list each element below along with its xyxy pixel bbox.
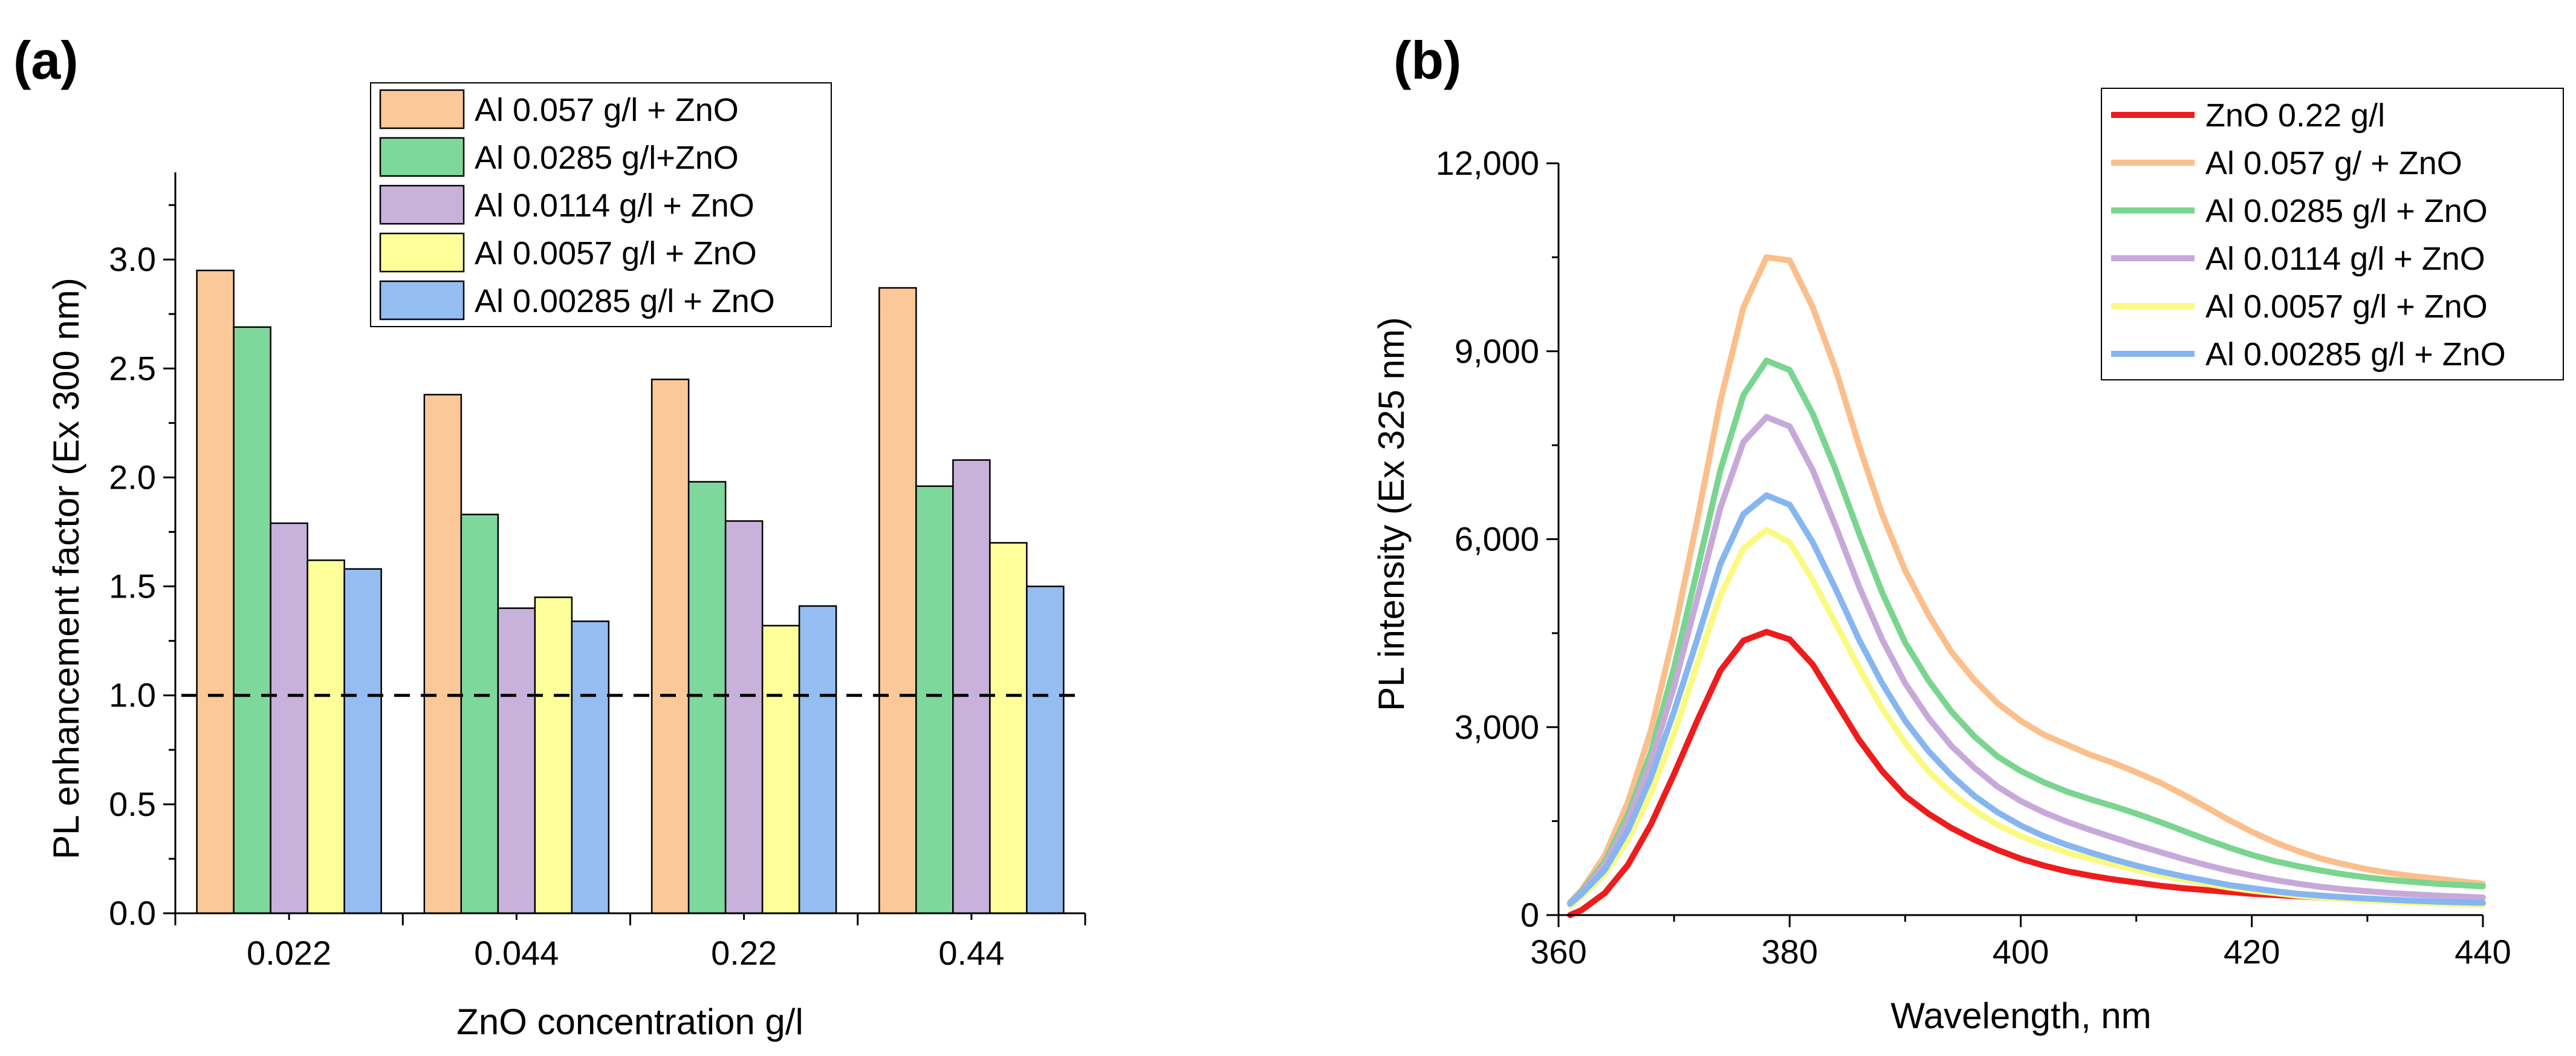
legend-label: Al 0.0285 g/l+ZnO bbox=[475, 140, 739, 176]
panel-a-plot-area: 0.0 0.5 1.0 1.5 2.0 2.5 3.0 0.022 0.044 0.22 0.44 bbox=[109, 172, 1086, 972]
x-tick-label: 0.022 bbox=[247, 934, 331, 972]
panel-a-x-axis-title: ZnO concentration g/l bbox=[456, 1002, 803, 1042]
y-tick-label: 9,000 bbox=[1455, 332, 1539, 370]
series-line-1 bbox=[1567, 254, 2486, 906]
bar-0.022-series-3 bbox=[307, 559, 345, 914]
x-tick-label: 440 bbox=[2454, 933, 2511, 971]
y-tick-label: 2.5 bbox=[109, 349, 156, 387]
bar-0.22-series-1 bbox=[687, 481, 727, 914]
bar-0.022-series-2 bbox=[270, 522, 308, 914]
legend-label: Al 0.0057 g/l + ZnO bbox=[2205, 288, 2488, 325]
legend-label: ZnO 0.22 g/l bbox=[2205, 97, 2385, 134]
legend-label: Al 0.0114 g/l + ZnO bbox=[475, 187, 754, 224]
legend-label: Al 0.0114 g/l + ZnO bbox=[2205, 241, 2485, 277]
legend-label: Al 0.0057 g/l + ZnO bbox=[475, 235, 757, 272]
series-line-2 bbox=[1567, 357, 2486, 906]
panel-a-bar-chart: (a) 0.00.51.01.52.02.53.00.022 0.044 0.22 0… bbox=[13, 30, 1086, 1042]
panel-a-legend: Al 0.057 g/l + ZnO Al 0.0285 g/l+ZnO Al 0.… bbox=[370, 82, 832, 327]
series-line-5 bbox=[1567, 492, 2486, 907]
legend-label: Al 0.057 g/ + ZnO bbox=[2205, 145, 2462, 181]
series-line-4 bbox=[1567, 527, 2486, 909]
bar-0.044-series-2 bbox=[497, 607, 536, 914]
bar-0.44-series-3 bbox=[989, 542, 1028, 914]
bar-0.44-series-1 bbox=[915, 485, 954, 914]
panel-a-label: (a) bbox=[13, 30, 79, 90]
series-line-3 bbox=[1567, 414, 2486, 906]
y-tick-label: 1.5 bbox=[109, 567, 156, 605]
y-tick-label: 0 bbox=[1520, 896, 1539, 934]
bar-0.22-series-0 bbox=[650, 379, 690, 914]
x-tick-label: 380 bbox=[1762, 933, 1818, 971]
bar-0.44-series-4 bbox=[1026, 585, 1065, 914]
panel-b-x-axis-title: Wavelength, nm bbox=[1890, 996, 2151, 1036]
legend-label: Al 0.057 g/l + ZnO bbox=[475, 92, 739, 128]
panel-b-legend: ZnO 0.22 g/l Al 0.057 g/ + ZnO Al 0.0285 g… bbox=[2101, 88, 2564, 380]
legend-swatch bbox=[379, 232, 465, 273]
legend-box bbox=[2101, 88, 2564, 380]
x-tick-label: 0.044 bbox=[474, 934, 559, 972]
bar-0.022-series-0 bbox=[196, 269, 235, 914]
y-tick-label: 1.0 bbox=[109, 676, 156, 714]
panel-b-line-chart: (b) 0 3,000 6,000 9,000 12,000 360 380 400 420 44… bbox=[1371, 30, 2564, 1036]
panel-b-y-axis-title: PL intensity (Ex 325 nm) bbox=[1371, 317, 1412, 711]
legend-label: Al 0.00285 g/l + ZnO bbox=[2205, 336, 2506, 373]
legend-swatch bbox=[379, 280, 465, 321]
y-tick-label: 12,000 bbox=[1436, 144, 1539, 182]
bar-0.22-series-4 bbox=[798, 605, 837, 914]
legend-swatch bbox=[379, 137, 465, 177]
bar-0.044-series-1 bbox=[460, 513, 499, 914]
bar-0.044-series-0 bbox=[423, 394, 462, 914]
x-tick-label: 0.22 bbox=[711, 934, 777, 972]
bar-0.044-series-3 bbox=[534, 596, 573, 914]
legend-label: Al 0.00285 g/l + ZnO bbox=[475, 283, 775, 319]
panel-b-plot-area: 0 3,000 6,000 9,000 12,000 360 380 400 420 440 bbox=[1436, 144, 2511, 971]
x-tick-label: 400 bbox=[1993, 933, 2049, 971]
bar-0.22-series-2 bbox=[724, 520, 764, 914]
y-tick-label: 3,000 bbox=[1455, 708, 1539, 746]
bar-0.22-series-3 bbox=[761, 625, 800, 914]
bar-0.44-series-2 bbox=[952, 459, 991, 914]
y-tick-label: 6,000 bbox=[1455, 520, 1539, 558]
x-tick-label: 360 bbox=[1530, 933, 1586, 971]
bar-0.022-series-1 bbox=[233, 326, 271, 914]
y-tick-label: 0.5 bbox=[109, 785, 156, 823]
y-tick-label: 2.0 bbox=[109, 458, 156, 496]
y-tick-label: 3.0 bbox=[109, 240, 156, 278]
bar-0.044-series-4 bbox=[571, 620, 610, 914]
y-tick-label: 0.0 bbox=[109, 894, 156, 932]
bar-0.022-series-4 bbox=[343, 568, 382, 914]
panel-a-y-axis-title: PL enhancement factor (Ex 300 nm) bbox=[46, 278, 86, 859]
bar-0.44-series-0 bbox=[878, 287, 917, 914]
legend-swatch bbox=[379, 89, 465, 129]
panel-b-label: (b) bbox=[1393, 30, 1461, 90]
x-tick-label: 420 bbox=[2224, 933, 2280, 971]
legend-label: Al 0.0285 g/l + ZnO bbox=[2205, 193, 2488, 229]
x-tick-label: 0.44 bbox=[938, 934, 1004, 972]
legend-swatch bbox=[379, 184, 465, 225]
